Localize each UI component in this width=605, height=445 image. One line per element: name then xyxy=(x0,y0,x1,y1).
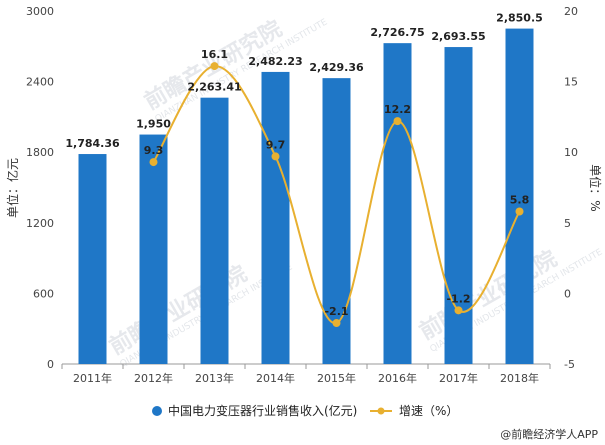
line-value-label: -2.1 xyxy=(324,305,348,318)
y-left-tick-label: 1800 xyxy=(26,146,54,159)
line-point xyxy=(149,158,158,167)
y-axis-left-title: 单位：亿元 xyxy=(5,158,20,218)
x-tick-label: 2018年 xyxy=(500,371,539,385)
line-series xyxy=(149,62,524,328)
line-point xyxy=(332,319,341,328)
bar xyxy=(139,134,168,364)
bar-value-label: 2,263.41 xyxy=(187,81,241,94)
x-tick-label: 2016年 xyxy=(378,371,417,385)
legend: 中国电力变压器行业销售收入(亿元) 增速（%） xyxy=(152,403,458,418)
bar-value-label: 2,482.23 xyxy=(248,55,302,68)
x-tick-label: 2013年 xyxy=(195,371,234,385)
y-left-tick-label: 600 xyxy=(33,287,54,300)
source-credit: @前瞻经济学人APP xyxy=(500,427,598,441)
line-point xyxy=(454,306,463,315)
line-value-label: 16.1 xyxy=(201,48,228,61)
y-right-tick-label: 20 xyxy=(564,5,578,18)
watermark-text: 前瞻产业研究院 xyxy=(105,261,251,361)
legend-bar-marker xyxy=(152,406,162,416)
line-value-label: 12.2 xyxy=(384,103,411,116)
bar xyxy=(200,97,229,364)
y-right-tick-label: 0 xyxy=(564,287,571,300)
line-point xyxy=(210,62,219,71)
bar-value-label: 2,429.36 xyxy=(309,61,364,74)
bar xyxy=(78,154,107,364)
line-value-label: 5.8 xyxy=(510,194,530,207)
watermark-text: 前瞻产业研究院 xyxy=(415,246,561,346)
bar xyxy=(444,47,473,364)
bar-value-label: 1,950 xyxy=(136,118,171,131)
bar-value-label: 2,693.55 xyxy=(431,30,485,43)
y-right-tick-label: 5 xyxy=(564,217,571,230)
x-tick-label: 2011年 xyxy=(73,371,112,385)
y-right-tick-label: 10 xyxy=(564,146,578,159)
legend-line-dot xyxy=(377,407,385,415)
bar-value-label: 2,850.5 xyxy=(496,12,543,25)
bar xyxy=(505,28,534,365)
y-left-tick-label: 0 xyxy=(47,358,54,371)
bar-series xyxy=(78,28,534,365)
y-axis-right-title: 单位：% xyxy=(588,164,603,211)
y-left-tick-label: 2400 xyxy=(26,76,54,89)
legend-bar-label: 中国电力变压器行业销售收入(亿元) xyxy=(168,403,357,418)
line-value-label: 9.7 xyxy=(266,138,286,151)
line-value-label: 9.3 xyxy=(144,144,164,157)
y-left-tick-label: 3000 xyxy=(26,5,54,18)
x-tick-label: 2017年 xyxy=(439,371,478,385)
x-tick-label: 2014年 xyxy=(256,371,295,385)
line-point xyxy=(515,207,524,216)
bar xyxy=(383,43,412,365)
x-tick-label: 2012年 xyxy=(134,371,173,385)
data-labels: 1,784.36 1,950 2,263.41 2,482.23 2,429.36 2,7… xyxy=(65,12,542,318)
legend-line-label: 增速（%） xyxy=(399,404,458,418)
line-point xyxy=(393,117,402,126)
x-tick-label: 2015年 xyxy=(317,371,356,385)
y-right-tick-label: -5 xyxy=(564,358,575,371)
bar xyxy=(261,71,290,365)
line-point xyxy=(271,152,280,161)
bar-value-label: 1,784.36 xyxy=(65,137,120,150)
bar-value-label: 2,726.75 xyxy=(370,26,424,39)
y-right-tick-label: 15 xyxy=(564,76,578,89)
line-value-label: -1.2 xyxy=(446,292,470,305)
y-left-tick-label: 1200 xyxy=(26,217,54,230)
